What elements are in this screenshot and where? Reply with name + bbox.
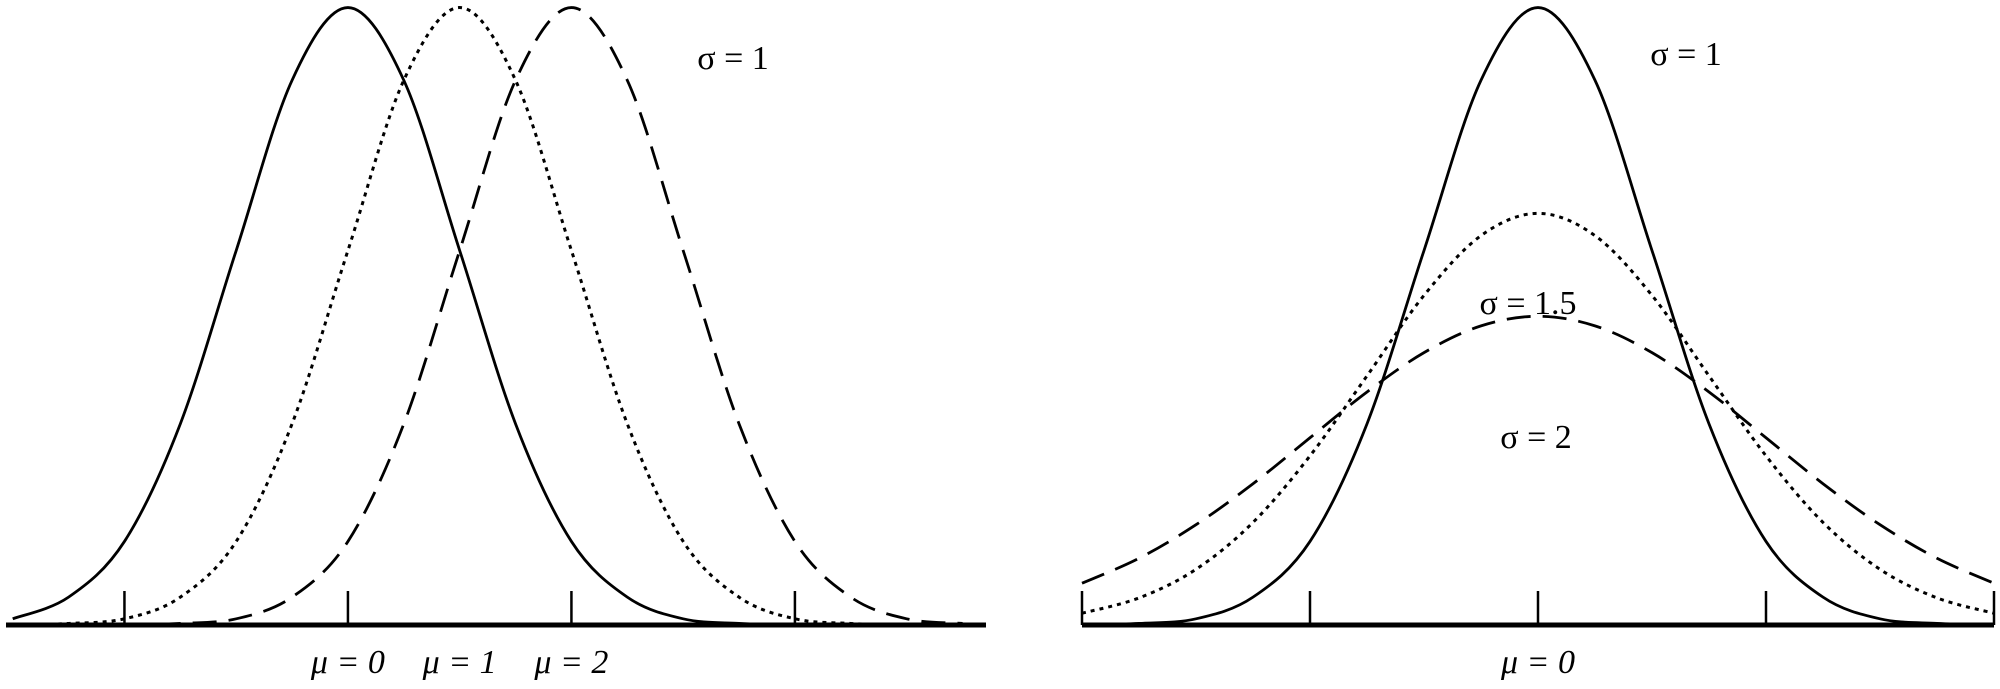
annotation: σ = 1	[1650, 36, 1722, 73]
x-label: μ = 0	[310, 644, 385, 681]
annotation: σ = 1	[697, 40, 769, 77]
x-label: μ = 1	[422, 644, 497, 681]
curve	[12, 6, 963, 627]
curve	[1081, 211, 1995, 615]
annotation: σ = 1.5	[1479, 285, 1576, 322]
annotation: σ = 2	[1500, 419, 1572, 456]
x-label: μ = 2	[533, 644, 608, 681]
curve	[1081, 6, 1995, 627]
curve	[12, 6, 963, 627]
x-label: μ = 0	[1500, 644, 1575, 681]
curve	[12, 6, 963, 627]
